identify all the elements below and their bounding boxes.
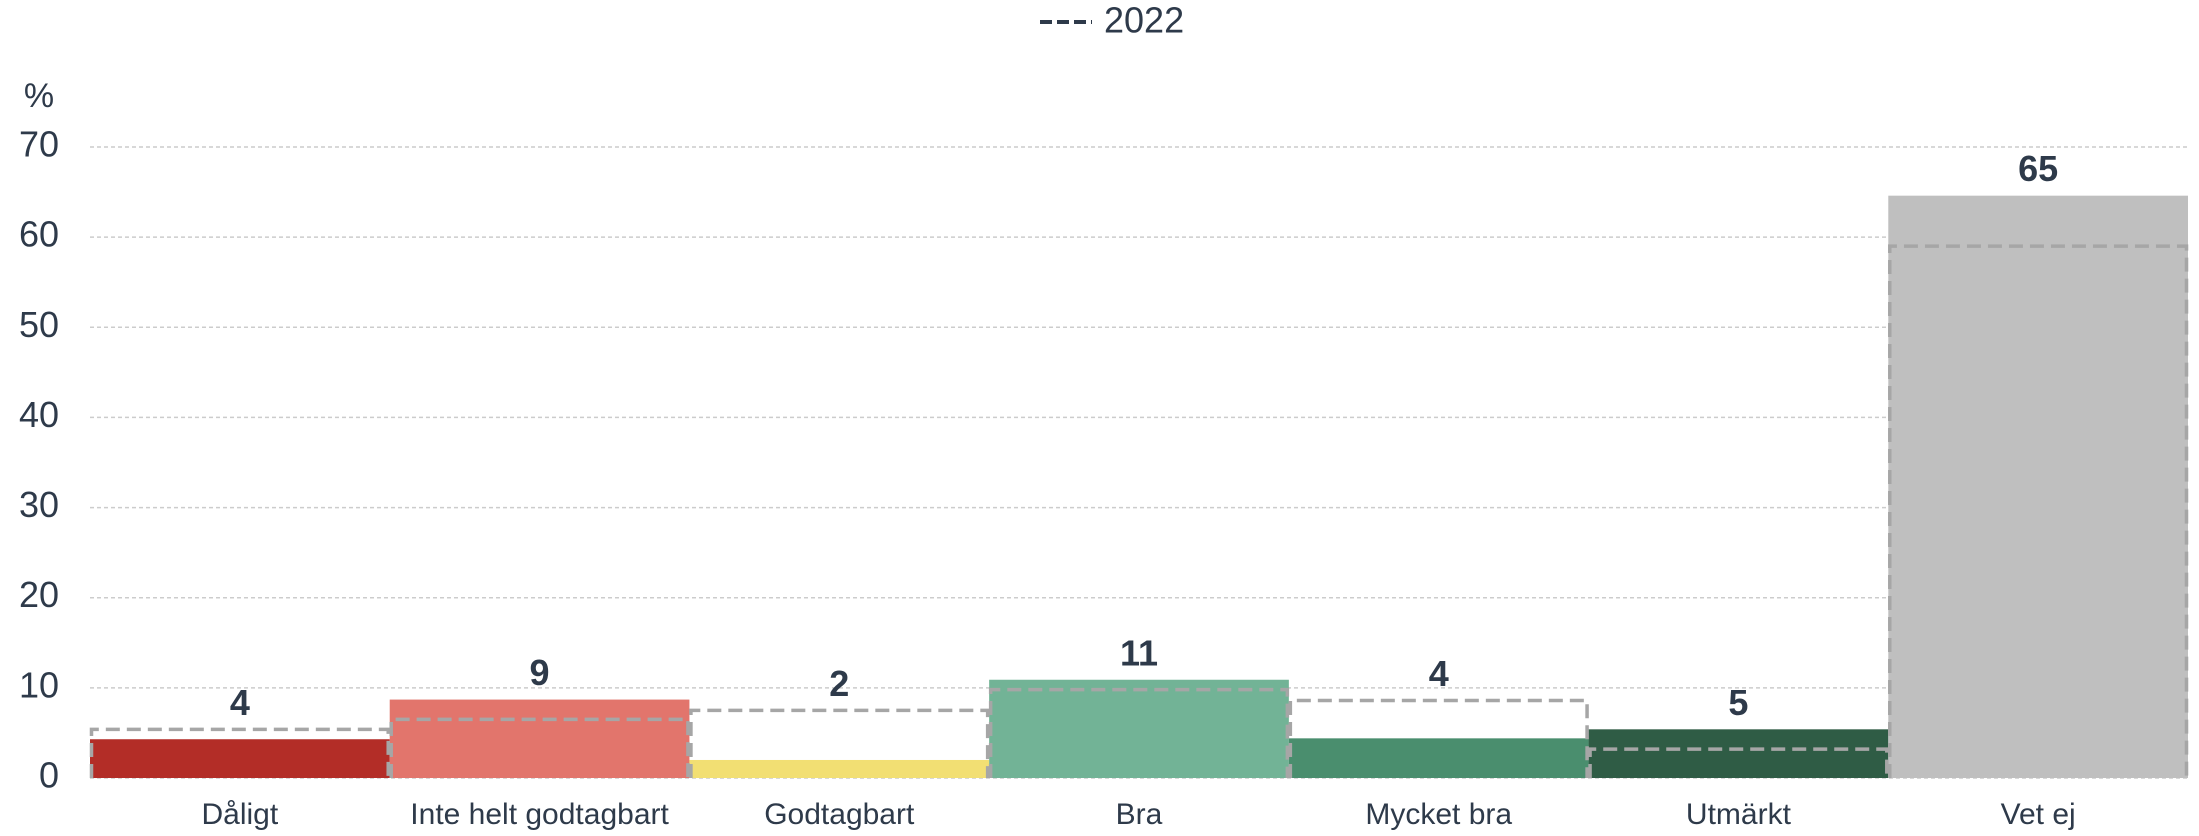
previous-year-outline (1588, 747, 1889, 778)
bar (689, 759, 990, 778)
previous-year-outline (89, 727, 390, 778)
bar (389, 699, 690, 778)
previous-year-outline (389, 717, 690, 778)
x-tick-label: Bra (1116, 798, 1163, 831)
y-axis-label: % (24, 77, 54, 115)
y-tick-label: 10 (19, 664, 59, 705)
x-tick-label: Dåligt (202, 798, 279, 831)
y-tick-label: 50 (19, 304, 59, 345)
y-tick-label: 40 (19, 394, 59, 435)
value-label: 4 (1429, 653, 1449, 694)
legend-label: 2022 (1104, 0, 1184, 41)
value-label: 65 (2018, 148, 2058, 189)
x-tick-label: Inte helt godtagbart (410, 798, 669, 831)
previous-year-outline (988, 687, 1290, 778)
value-label: 4 (230, 682, 250, 723)
value-label: 11 (1120, 632, 1158, 673)
y-tick-label: 60 (19, 214, 59, 255)
bar (1288, 738, 1589, 778)
value-label: 2 (829, 663, 849, 704)
x-tick-label: Mycket bra (1365, 798, 1512, 831)
value-label: 9 (530, 652, 550, 693)
bar (90, 739, 390, 778)
y-tick-label: 30 (19, 484, 59, 525)
y-tick-label: 70 (19, 124, 59, 165)
x-tick-label: Utmärkt (1686, 798, 1792, 831)
bar (1888, 195, 2188, 779)
bar (1588, 729, 1889, 778)
y-tick-label: 20 (19, 574, 59, 615)
previous-year-outline (1288, 698, 1589, 778)
previous-year-outline (1888, 244, 2189, 778)
x-tick-label: Godtagbart (764, 798, 915, 831)
x-tick-label: Vet ej (2001, 798, 2076, 831)
bar (989, 679, 1289, 778)
previous-year-outline (689, 708, 990, 778)
value-label: 5 (1728, 682, 1748, 723)
y-tick-label: 0 (39, 755, 59, 796)
